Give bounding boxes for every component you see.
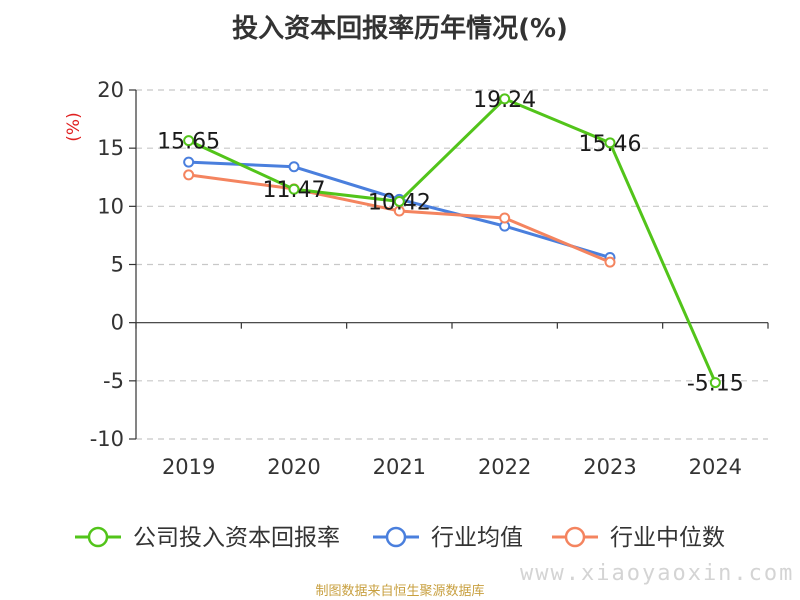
data-point: [499, 93, 511, 105]
x-tick-label: 2021: [373, 455, 426, 479]
legend-swatch-marker: [87, 526, 109, 548]
series-layer: [183, 93, 721, 389]
data-label: 10.42: [368, 190, 431, 215]
legend-label: 行业均值: [431, 525, 523, 551]
grid-layer: [136, 89, 768, 440]
series-line: [188, 173, 611, 264]
data-point: [183, 135, 195, 147]
legend: 公司投入资本回报率 行业均值 行业中位数: [75, 525, 725, 551]
watermark: www.xiaoyaoxin.com: [520, 561, 795, 586]
axis-layer: 20 15 10 5 0 -5 -10 (%) 2019 2020 2021 2022 2023 2024: [64, 78, 769, 479]
data-point: [183, 156, 195, 168]
source-note: 制图数据来自恒生聚源数据库: [315, 584, 485, 599]
data-label: 11.47: [263, 178, 326, 203]
y-tick-label: 15: [97, 136, 124, 160]
y-tick-label: 10: [97, 194, 124, 218]
legend-label: 公司投入资本回报率: [133, 525, 340, 551]
x-tick-label: 2020: [267, 455, 320, 479]
x-tick-label: 2023: [583, 455, 636, 479]
data-label: 15.46: [579, 132, 642, 157]
y-tick-label: -5: [103, 369, 124, 393]
data-label: -5.15: [687, 372, 744, 397]
data-point: [183, 169, 195, 181]
x-tick-label: 2019: [162, 455, 215, 479]
data-point: [288, 161, 300, 173]
legend-swatch-marker: [564, 526, 586, 548]
label-layer: 15.65 11.47 10.42 19.24 15.46 -5.15: [157, 88, 744, 397]
y-tick-label: 20: [97, 78, 124, 102]
data-point: [604, 137, 616, 149]
data-label: 15.65: [157, 130, 220, 155]
x-tick-label: 2022: [478, 455, 531, 479]
data-label: 19.24: [473, 88, 536, 113]
y-tick-label: 0: [111, 311, 124, 335]
y-tick-label: 5: [111, 253, 124, 277]
chart-title: 投入资本回报率历年情况(%): [232, 14, 568, 44]
y-axis-label: (%): [64, 112, 84, 141]
data-point: [499, 212, 511, 224]
series-line: [188, 97, 717, 384]
data-point: [709, 377, 721, 389]
x-tick-label: 2024: [689, 455, 742, 479]
legend-label: 行业中位数: [610, 525, 725, 551]
data-point: [393, 195, 405, 207]
data-point: [288, 183, 300, 195]
data-point: [604, 256, 616, 268]
legend-swatch-marker: [385, 526, 407, 548]
y-tick-label: -10: [90, 427, 124, 451]
